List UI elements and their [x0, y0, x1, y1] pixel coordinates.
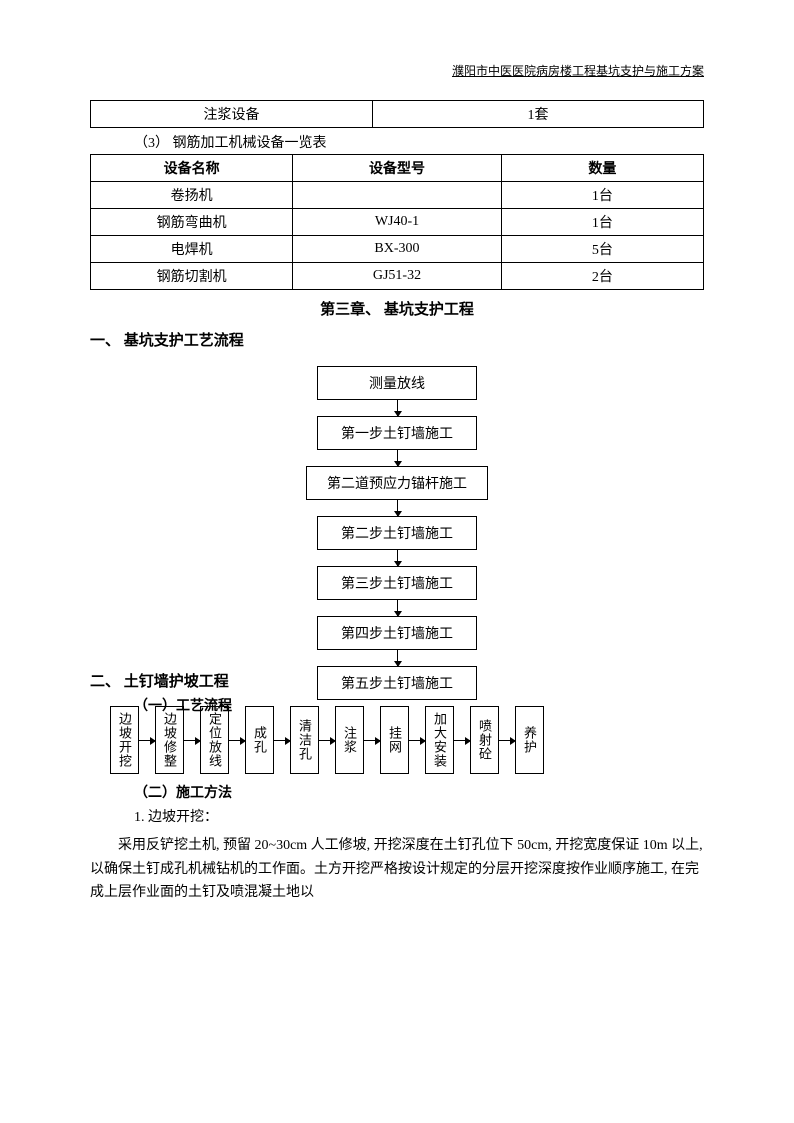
table-header-row: 设备名称 设备型号 数量 — [91, 155, 704, 182]
flow-arrow-down — [397, 550, 398, 566]
flow-node: 第二步土钉墙施工 — [317, 516, 477, 550]
flow-node: 测量放线 — [317, 366, 477, 400]
flow-arrow-right — [364, 740, 380, 741]
flow-arrow-right — [274, 740, 290, 741]
table-row: 卷扬机1台 — [91, 182, 704, 209]
flow-node: 清洁孔 — [290, 706, 319, 774]
subsection-title-2: （二）施工方法 — [134, 782, 704, 802]
flow-arrow-right — [229, 740, 245, 741]
flow-node: 第五步土钉墙施工 — [317, 666, 477, 700]
flow-node: 成孔 — [245, 706, 274, 774]
flow-node: 加大安装 — [425, 706, 454, 774]
table-row: 电焊机BX-3005台 — [91, 236, 704, 263]
subsection-title: （一）工艺流程 — [134, 695, 232, 715]
cell: 1套 — [372, 101, 703, 128]
table-caption: （3） 钢筋加工机械设备一览表 — [134, 132, 704, 152]
flow-node: 第三步土钉墙施工 — [317, 566, 477, 600]
table-row: 钢筋切割机GJ51-322台 — [91, 263, 704, 290]
chapter-title: 第三章、 基坑支护工程 — [90, 298, 704, 319]
flow-arrow-right — [184, 740, 200, 741]
flow-arrow-down — [397, 500, 398, 516]
flow-node: 第一步土钉墙施工 — [317, 416, 477, 450]
flow-arrow-right — [409, 740, 425, 741]
flow-arrow-right — [319, 740, 335, 741]
step-title: 1. 边坡开挖： — [134, 806, 704, 830]
paragraph: 采用反铲挖土机, 预留 20~30cm 人工修坡, 开挖深度在土钉孔位下 50c… — [90, 834, 704, 905]
section-title-1: 一、 基坑支护工艺流程 — [90, 329, 704, 350]
col-header: 数量 — [501, 155, 703, 182]
vertical-flowchart: 测量放线 第一步土钉墙施工 第二道预应力锚杆施工 第二步土钉墙施工 第三步土钉墙… — [90, 366, 704, 700]
flow-arrow-right — [454, 740, 470, 741]
page-header: 濮阳市中医医院病房楼工程基坑支护与施工方案 — [452, 62, 704, 79]
flow-arrow-down — [397, 650, 398, 666]
flow-node: 注浆 — [335, 706, 364, 774]
flow-arrow-down — [397, 600, 398, 616]
flow-node: 喷射砼 — [470, 706, 499, 774]
table-row: 钢筋弯曲机WJ40-11台 — [91, 209, 704, 236]
flow-node: 挂网 — [380, 706, 409, 774]
flow-arrow-right — [139, 740, 155, 741]
flow-arrow-down — [397, 450, 398, 466]
flow-arrow-down — [397, 400, 398, 416]
col-header: 设备型号 — [293, 155, 501, 182]
col-header: 设备名称 — [91, 155, 293, 182]
cell: 注浆设备 — [91, 101, 373, 128]
flow-node: 第四步土钉墙施工 — [317, 616, 477, 650]
flow-arrow-right — [499, 740, 515, 741]
equipment-table-2: 设备名称 设备型号 数量 卷扬机1台 钢筋弯曲机WJ40-11台 电焊机BX-3… — [90, 154, 704, 290]
equipment-table-1: 注浆设备 1套 — [90, 100, 704, 128]
section-title-2: 二、 土钉墙护坡工程 — [90, 670, 232, 691]
table-row: 注浆设备 1套 — [91, 101, 704, 128]
flow-node: 养护 — [515, 706, 544, 774]
page-content: 注浆设备 1套 （3） 钢筋加工机械设备一览表 设备名称 设备型号 数量 卷扬机… — [90, 100, 704, 905]
flow-node: 第二道预应力锚杆施工 — [306, 466, 488, 500]
